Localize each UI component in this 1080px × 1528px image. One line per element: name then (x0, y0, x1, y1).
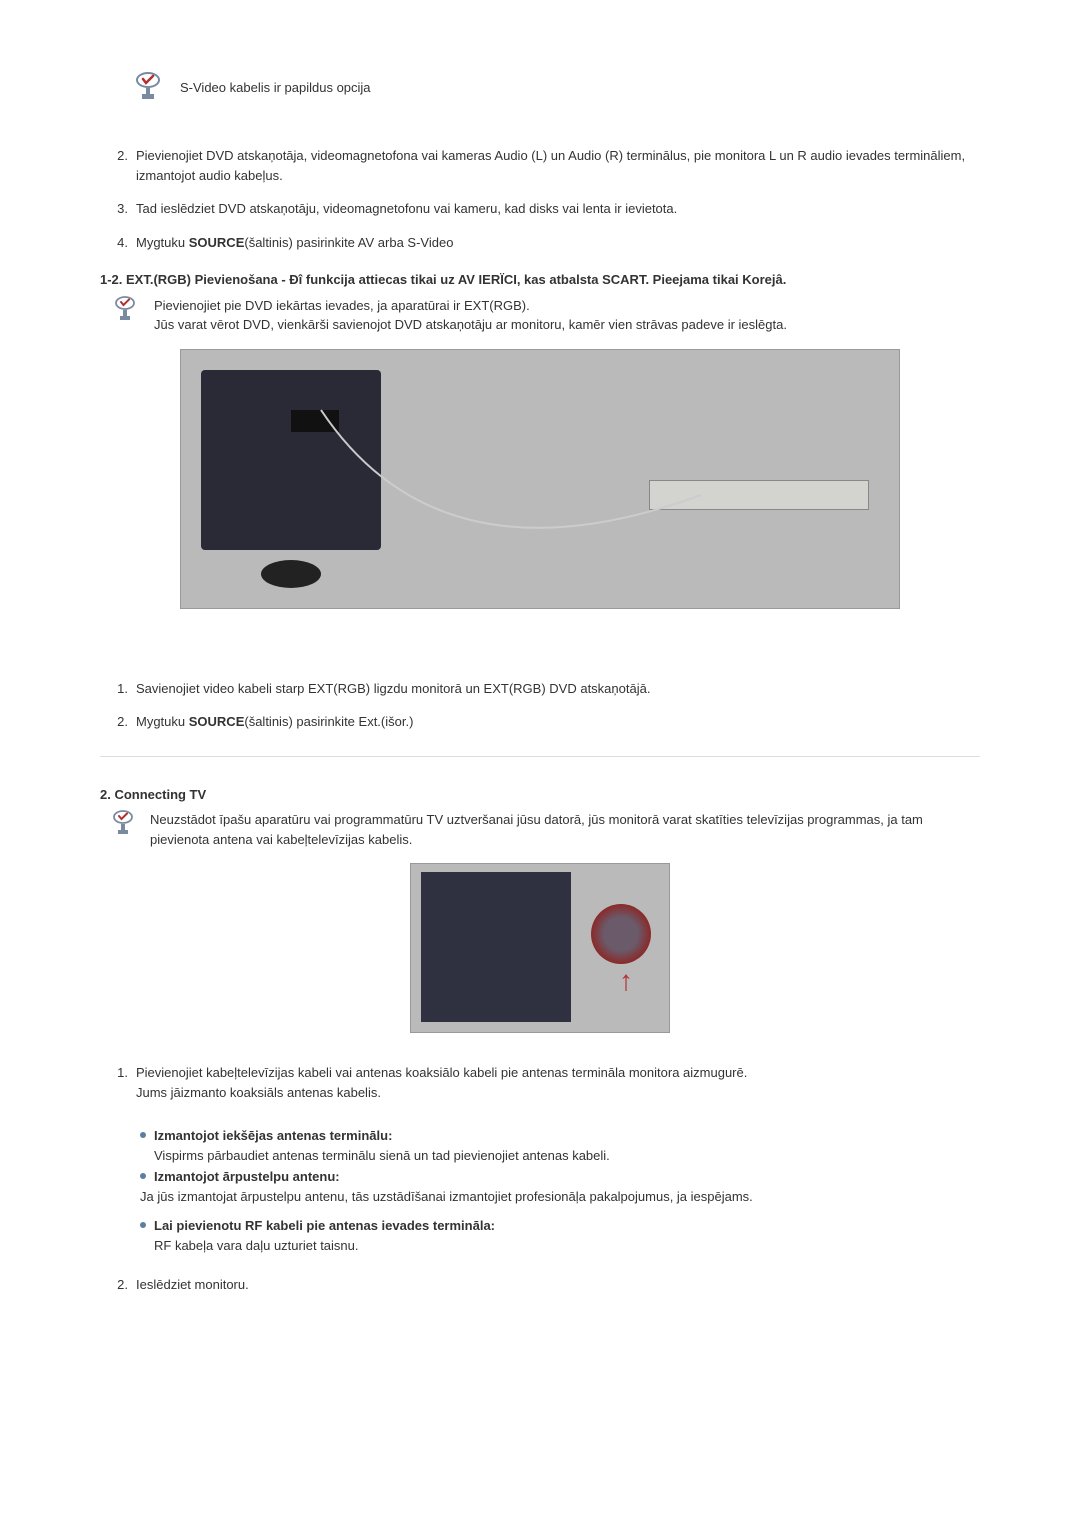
arrow-up-icon: ↑ (619, 960, 633, 1002)
tv-back-graphic (421, 872, 571, 1022)
bullet-body: Lai pievienotu RF kabeli pie antenas iev… (154, 1216, 980, 1255)
list-item: 2. Pievienojiet DVD atskaņotāja, videoma… (100, 146, 980, 185)
info-icon (110, 810, 136, 844)
bullet-text-outdent: Ja jūs izmantojat ārpustelpu antenu, tās… (100, 1187, 980, 1207)
bullet-text: RF kabeļa vara daļu uzturiet taisnu. (154, 1238, 359, 1253)
bullet-item: Lai pievienotu RF kabeli pie antenas iev… (100, 1216, 980, 1255)
text-suffix: (šaltinis) pasirinkite AV arba S-Video (244, 235, 453, 250)
bullet-title: Izmantojot ārpustelpu antenu: (154, 1169, 340, 1184)
section1-2-list: 1. Savienojiet video kabeli starp EXT(RG… (100, 679, 980, 732)
list-num: 2. (110, 712, 128, 732)
list-num: 4. (110, 233, 128, 253)
tv-antenna-image: ↑ (410, 863, 670, 1033)
list-item: 2. Ieslēdziet monitoru. (100, 1275, 980, 1295)
text-bold: SOURCE (189, 235, 245, 250)
info-row: Neuzstādot īpašu aparatūru vai programma… (100, 810, 980, 849)
ext-rgb-connection-image (180, 349, 900, 609)
list-num: 2. (110, 1275, 128, 1295)
bullet-body: Izmantojot iekšējas antenas terminālu: V… (154, 1126, 980, 1165)
list-body: Savienojiet video kabeli starp EXT(RGB) … (136, 679, 980, 699)
section-1-2-heading: 1-2. EXT.(RGB) Pievienošana - Đî funkcij… (100, 270, 980, 290)
bullet-item: Izmantojot iekšējas antenas terminālu: V… (100, 1126, 980, 1165)
list-body: Mygtuku SOURCE(šaltinis) pasirinkite Ext… (136, 712, 980, 732)
info-text: Pievienojiet pie DVD iekārtas ievades, j… (154, 296, 787, 335)
list-num: 2. (110, 146, 128, 185)
bullet-body: Izmantojot ārpustelpu antenu: (154, 1167, 980, 1187)
cable-graphic (181, 350, 901, 610)
list-item: 1. Pievienojiet kabeļtelevīzijas kabeli … (100, 1063, 980, 1102)
list-num: 3. (110, 199, 128, 219)
bullet-title: Lai pievienotu RF kabeli pie antenas iev… (154, 1218, 495, 1233)
bullet-dot-icon (140, 1132, 146, 1138)
step1-line1: Pievienojiet kabeļtelevīzijas kabeli vai… (136, 1065, 747, 1080)
list-body: Ieslēdziet monitoru. (136, 1275, 980, 1295)
text-suffix: (šaltinis) pasirinkite Ext.(išor.) (244, 714, 413, 729)
bullet-text: Vispirms pārbaudiet antenas terminālu si… (154, 1148, 610, 1163)
info-text: Neuzstādot īpašu aparatūru vai programma… (150, 810, 980, 849)
info-row: Pievienojiet pie DVD iekārtas ievades, j… (100, 296, 980, 335)
list-body: Pievienojiet kabeļtelevīzijas kabeli vai… (136, 1063, 980, 1102)
text-bold: SOURCE (189, 714, 245, 729)
top-note-row: S-Video kabelis ir papildus opcija (100, 70, 980, 106)
step1-line2: Jums jāizmanto koaksiāls antenas kabelis… (136, 1085, 381, 1100)
antenna-port-highlight (591, 904, 651, 964)
list-item: 2. Mygtuku SOURCE(šaltinis) pasirinkite … (100, 712, 980, 732)
bullet-dot-icon (140, 1222, 146, 1228)
text-prefix: Mygtuku (136, 714, 189, 729)
top-note-text: S-Video kabelis ir papildus opcija (180, 78, 371, 98)
text-prefix: Mygtuku (136, 235, 189, 250)
list-body: Pievienojiet DVD atskaņotāja, videomagne… (136, 146, 980, 185)
list-item: 1. Savienojiet video kabeli starp EXT(RG… (100, 679, 980, 699)
note-icon (130, 70, 166, 106)
list-num: 1. (110, 1063, 128, 1102)
bullet-title: Izmantojot iekšējas antenas terminālu: (154, 1128, 392, 1143)
divider (100, 756, 980, 757)
info-icon (110, 296, 140, 330)
list-body: Mygtuku SOURCE(šaltinis) pasirinkite AV … (136, 233, 980, 253)
bullet-dot-icon (140, 1173, 146, 1179)
list-item: 4. Mygtuku SOURCE(šaltinis) pasirinkite … (100, 233, 980, 253)
list-body: Tad ieslēdziet DVD atskaņotāju, videomag… (136, 199, 980, 219)
section-2-heading: 2. Connecting TV (100, 785, 980, 805)
section1-list: 2. Pievienojiet DVD atskaņotāja, videoma… (100, 146, 980, 252)
list-num: 1. (110, 679, 128, 699)
bullet-item: Izmantojot ārpustelpu antenu: (100, 1167, 980, 1187)
list-item: 3. Tad ieslēdziet DVD atskaņotāju, video… (100, 199, 980, 219)
